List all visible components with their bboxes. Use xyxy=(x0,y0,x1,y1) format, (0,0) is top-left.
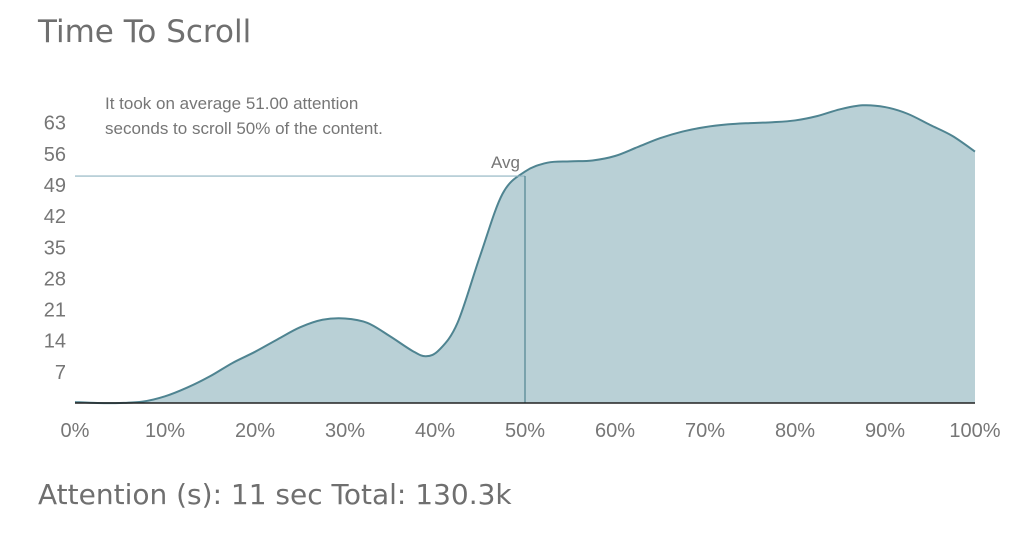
x-tick-label: 60% xyxy=(595,420,635,442)
x-tick-label: 20% xyxy=(235,420,275,442)
y-tick-label: 42 xyxy=(44,206,66,228)
average-label: Avg xyxy=(491,153,520,172)
y-tick-label: 14 xyxy=(44,331,66,353)
attention-summary: Attention (s): 11 sec Total: 130.3k xyxy=(38,478,512,511)
y-tick-label: 56 xyxy=(44,144,66,166)
annotation-line-2: seconds to scroll 50% of the content. xyxy=(105,119,383,138)
series-line xyxy=(74,104,976,405)
y-tick-label: 49 xyxy=(44,175,66,197)
average-annotation: It took on average 51.00 attention secon… xyxy=(105,91,465,141)
x-tick-label: 0% xyxy=(61,420,90,442)
x-tick-label: 10% xyxy=(145,420,185,442)
annotation-line-1: It took on average 51.00 attention xyxy=(105,94,359,113)
x-tick-label: 100% xyxy=(949,420,1000,442)
x-tick-label: 70% xyxy=(685,420,725,442)
y-tick-label: 63 xyxy=(44,113,66,135)
y-tick-label: 28 xyxy=(44,268,66,290)
x-tick-label: 30% xyxy=(325,420,365,442)
y-tick-label: 7 xyxy=(55,362,66,384)
chart-title: Time To Scroll xyxy=(38,14,252,50)
y-tick-label: 35 xyxy=(44,237,66,259)
y-tick-label: 21 xyxy=(44,300,66,322)
x-tick-label: 40% xyxy=(415,420,455,442)
x-tick-label: 80% xyxy=(775,420,815,442)
x-tick-label: 90% xyxy=(865,420,905,442)
x-tick-label: 50% xyxy=(505,420,545,442)
